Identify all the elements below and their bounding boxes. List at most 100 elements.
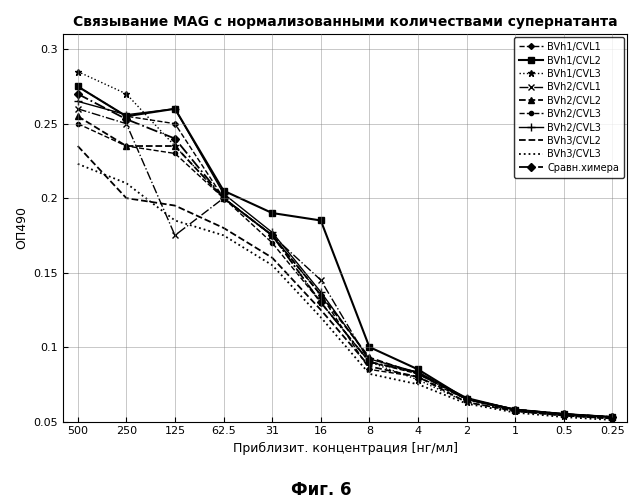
BVh1/CVL2 — [317, 218, 325, 224]
BVh1/CVL3 — [463, 399, 471, 405]
BVh2/CVL1 — [609, 414, 616, 420]
BVh2/CVL3 — [609, 416, 616, 422]
BVh2/CVL2 — [123, 143, 130, 149]
BVh2/CVL1 — [463, 396, 471, 402]
BVh3/CVL3 — [414, 382, 422, 388]
BVh3/CVL3 — [365, 371, 373, 377]
BVh3/CVL2 — [414, 374, 422, 380]
BVh3/CVL3 — [560, 414, 568, 420]
BVh2/CVL1 — [560, 411, 568, 417]
BVh2/CVL3 — [609, 414, 616, 420]
Line: BVh3/CVL3: BVh3/CVL3 — [78, 164, 612, 420]
BVh2/CVL3 — [560, 412, 568, 418]
BVh2/CVL3 — [414, 371, 422, 377]
Сравн.химера — [414, 370, 422, 376]
BVh1/CVL2 — [414, 366, 422, 372]
BVh1/CVL3 — [220, 195, 227, 201]
BVh3/CVL3 — [123, 180, 130, 186]
BVh2/CVL1 — [268, 232, 276, 238]
Сравн.химера — [463, 396, 471, 402]
BVh3/CVL2 — [123, 195, 130, 201]
BVh3/CVL3 — [317, 314, 325, 320]
BVh3/CVL2 — [74, 143, 82, 149]
BVh1/CVL3 — [171, 143, 179, 149]
Text: Фиг. 6: Фиг. 6 — [291, 481, 351, 499]
Сравн.химера — [74, 91, 82, 97]
BVh2/CVL2 — [414, 371, 422, 377]
BVh2/CVL3 — [365, 356, 373, 362]
BVh2/CVL3 — [268, 240, 276, 246]
BVh1/CVL3 — [365, 359, 373, 365]
BVh3/CVL3 — [74, 161, 82, 167]
Сравн.химера — [560, 411, 568, 417]
BVh3/CVL2 — [365, 364, 373, 370]
BVh1/CVL1 — [512, 406, 519, 412]
Сравн.химера — [220, 195, 227, 201]
BVh3/CVL3 — [512, 410, 519, 416]
BVh1/CVL2 — [512, 406, 519, 412]
Line: BVh2/CVL1: BVh2/CVL1 — [74, 106, 616, 420]
BVh1/CVL1 — [268, 232, 276, 238]
BVh1/CVL1 — [317, 292, 325, 298]
BVh3/CVL2 — [609, 416, 616, 422]
BVh1/CVL2 — [268, 210, 276, 216]
BVh2/CVL1 — [220, 195, 227, 201]
BVh1/CVL1 — [609, 414, 616, 420]
Line: BVh3/CVL2: BVh3/CVL2 — [78, 146, 612, 418]
BVh1/CVL3 — [317, 300, 325, 306]
Line: Сравн.химера: Сравн.химера — [75, 91, 615, 420]
BVh1/CVL2 — [220, 188, 227, 194]
BVh2/CVL1 — [317, 277, 325, 283]
BVh2/CVL2 — [171, 143, 179, 149]
BVh1/CVL2 — [74, 84, 82, 89]
Сравн.химера — [268, 232, 276, 238]
BVh1/CVL1 — [365, 366, 373, 372]
BVh2/CVL3 — [220, 190, 227, 196]
BVh3/CVL3 — [220, 232, 227, 238]
BVh1/CVL1 — [74, 84, 82, 89]
BVh2/CVL3 — [463, 396, 471, 402]
Сравн.химера — [512, 406, 519, 412]
BVh2/CVL2 — [268, 232, 276, 238]
Line: BVh1/CVL3: BVh1/CVL3 — [74, 68, 616, 422]
BVh2/CVL3 — [123, 112, 130, 117]
BVh1/CVL2 — [463, 396, 471, 402]
BVh3/CVL2 — [512, 408, 519, 414]
BVh2/CVL3 — [74, 120, 82, 126]
BVh2/CVL3 — [74, 98, 82, 104]
BVh2/CVL1 — [171, 232, 179, 238]
Сравн.химера — [123, 116, 130, 122]
BVh3/CVL2 — [220, 225, 227, 231]
BVh2/CVL2 — [560, 411, 568, 417]
BVh1/CVL3 — [609, 416, 616, 422]
BVh1/CVL2 — [609, 414, 616, 420]
BVh1/CVL3 — [414, 377, 422, 383]
BVh2/CVL3 — [220, 195, 227, 201]
BVh2/CVL3 — [463, 394, 471, 400]
BVh2/CVL3 — [317, 289, 325, 295]
BVh2/CVL3 — [365, 359, 373, 365]
BVh1/CVL1 — [414, 374, 422, 380]
BVh1/CVL2 — [560, 411, 568, 417]
Line: BVh1/CVL1: BVh1/CVL1 — [76, 84, 614, 419]
BVh2/CVL1 — [74, 106, 82, 112]
BVh1/CVL1 — [560, 411, 568, 417]
X-axis label: Приблизит. концентрация [нг/мл]: Приблизит. концентрация [нг/мл] — [232, 442, 458, 455]
BVh1/CVL2 — [123, 113, 130, 119]
BVh2/CVL3 — [512, 408, 519, 414]
BVh1/CVL3 — [74, 68, 82, 74]
BVh3/CVL2 — [560, 412, 568, 418]
BVh3/CVL2 — [171, 202, 179, 208]
BVh2/CVL2 — [220, 195, 227, 201]
BVh3/CVL2 — [268, 254, 276, 260]
Сравн.химера — [609, 414, 616, 420]
BVh1/CVL1 — [220, 195, 227, 201]
BVh2/CVL3 — [560, 411, 568, 417]
Y-axis label: ОП490: ОП490 — [15, 206, 28, 250]
BVh2/CVL3 — [123, 143, 130, 149]
Line: BVh1/CVL2: BVh1/CVL2 — [75, 84, 615, 420]
BVh2/CVL3 — [171, 106, 179, 112]
BVh2/CVL1 — [414, 370, 422, 376]
BVh2/CVL2 — [609, 414, 616, 420]
BVh3/CVL3 — [268, 262, 276, 268]
